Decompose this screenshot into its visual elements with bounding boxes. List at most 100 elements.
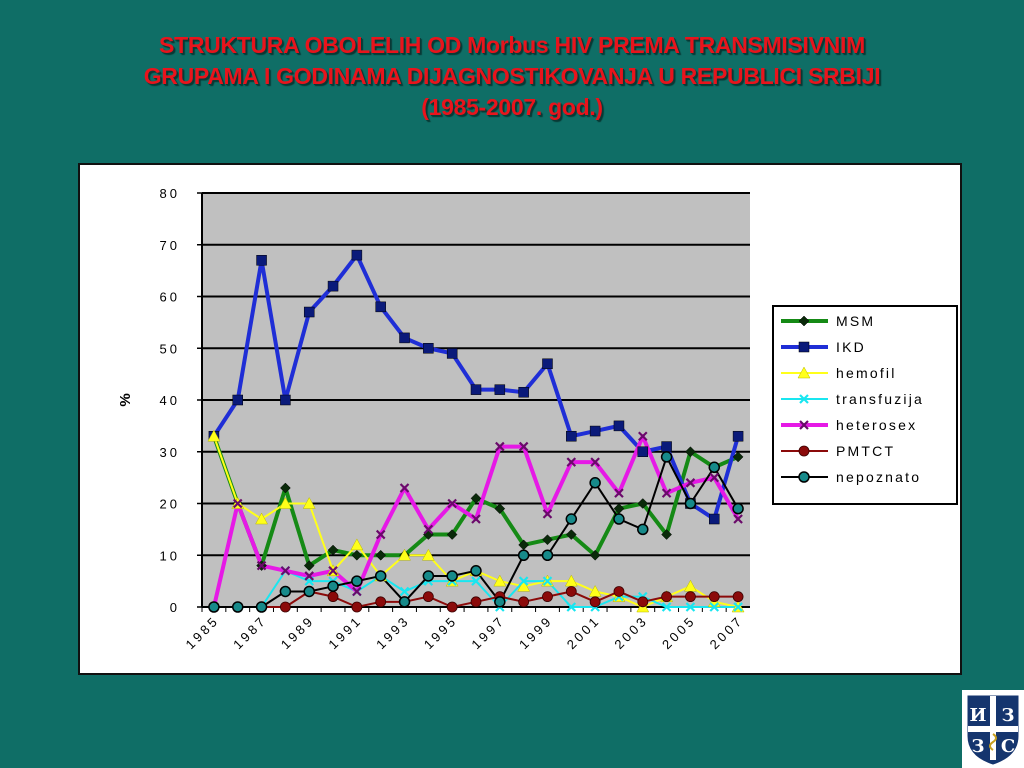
x-tick-label-1999: 1999: [516, 613, 556, 653]
y-tick-label-10: 10: [160, 548, 180, 563]
point-heterosex-1994: [423, 524, 434, 535]
point-ikd-1991: [351, 249, 363, 261]
point-pmtct-2000: [565, 586, 577, 597]
point-msm-1989: [303, 560, 315, 571]
point-hemofil-1998: [517, 579, 531, 592]
point-pmtct-2004: [661, 591, 673, 603]
point-pmtct-2003: [637, 596, 649, 608]
point-nepoznato-1996: [470, 565, 482, 577]
point-nepoznato-1999: [541, 549, 554, 561]
y-tick-label-20: 20: [160, 497, 180, 512]
legend-label-ikd: IKD: [836, 339, 866, 355]
point-ikd-2004: [661, 441, 672, 452]
point-nepoznato-1990: [327, 580, 339, 593]
point-heterosex-1988: [280, 565, 291, 576]
point-heterosex-2002: [614, 488, 624, 498]
legend-marker-transfuzija: [799, 394, 809, 404]
point-msm-1988: [280, 482, 291, 494]
y-tick-label-0: 0: [170, 600, 180, 615]
point-heterosex-2000: [566, 457, 577, 467]
point-nepoznato-2001: [589, 477, 601, 489]
y-tick-label-30: 30: [160, 445, 180, 460]
point-pmtct-1995: [446, 601, 458, 613]
x-tick-label-2007: 2007: [707, 613, 747, 653]
logo-letter-4: С: [1001, 736, 1015, 757]
point-ikd-1999: [542, 358, 553, 370]
y-tick-label-60: 60: [160, 290, 180, 305]
point-nepoznato-1988: [279, 585, 292, 598]
point-ikd-2003: [637, 446, 649, 457]
logo-letter-3: З: [972, 736, 985, 757]
point-heterosex-1986: [232, 498, 243, 509]
point-msm-1996: [470, 492, 482, 504]
y-tick-label-70: 70: [160, 238, 180, 253]
point-nepoznato-1993: [398, 596, 411, 608]
point-heterosex-2001: [590, 457, 600, 467]
point-msm-1990: [327, 544, 339, 556]
institute-logo: И З З С: [962, 690, 1024, 768]
point-pmtct-1999: [542, 591, 553, 603]
point-heterosex-2004: [661, 488, 672, 498]
point-pmtct-2007: [732, 591, 744, 603]
point-heterosex-1989: [304, 571, 314, 581]
point-transfuzija-2007: [733, 602, 743, 612]
chart-panel: 0 10 20 30 40 50 60 70 80 1985 1987 1989 1991 1993 199…: [78, 163, 962, 675]
y-tick-label-80: 80: [160, 186, 180, 201]
legend-box: [772, 305, 958, 505]
point-transfuzija-2004: [661, 602, 672, 612]
legend-marker-pmtct: [798, 445, 810, 457]
point-transfuzija-1993: [399, 586, 410, 597]
point-pmtct-2006: [708, 591, 720, 603]
point-hemofil-1994: [421, 548, 435, 561]
point-pmtct-1988: [279, 601, 291, 613]
point-nepoznato-1997: [494, 596, 506, 608]
point-nepoznato-1986: [231, 601, 244, 613]
point-ikd-1995: [446, 348, 458, 359]
point-nepoznato-2004: [660, 451, 673, 463]
legend-marker-ikd: [798, 341, 810, 353]
logo-letter-1: И: [969, 705, 986, 726]
point-transfuzija-1999: [542, 576, 553, 586]
legend-label-hemofil: hemofil: [836, 365, 897, 381]
point-heterosex-1999: [542, 509, 553, 519]
point-ikd-1998: [518, 386, 529, 398]
point-transfuzija-1996: [471, 576, 481, 586]
point-nepoznato-2006: [708, 461, 721, 474]
point-hemofil-1993: [398, 548, 411, 561]
point-ikd-1994: [423, 343, 434, 354]
point-ikd-2001: [589, 425, 601, 437]
chart-title: STRUKTURA OBOLELIH OD Morbus HIV PREMA T…: [30, 30, 994, 123]
point-heterosex-1987: [256, 560, 267, 571]
point-msm-1991: [351, 549, 363, 561]
point-pmtct-2005: [685, 591, 696, 603]
legend-label-msm: MSM: [836, 313, 875, 329]
legend-marker-msm: [798, 315, 810, 327]
title-line-1: STRUKTURA OBOLELIH OD Morbus HIV PREMA T…: [159, 32, 865, 58]
point-ikd-1987: [256, 255, 267, 266]
x-tick-label-2003: 2003: [611, 613, 651, 653]
point-ikd-2002: [613, 420, 625, 432]
y-tick-label-40: 40: [160, 393, 180, 408]
point-msm-2001: [589, 549, 601, 561]
legend-marker-nepoznato: [798, 471, 810, 483]
point-transfuzija-2006: [709, 602, 720, 612]
x-tick-label-1985: 1985: [182, 613, 222, 653]
point-ikd-1997: [494, 384, 506, 395]
x-tick-label-1991: 1991: [325, 613, 365, 653]
point-ikd-2007: [732, 430, 744, 442]
x-tick-label-2005: 2005: [659, 613, 699, 653]
point-nepoznato-2005: [684, 497, 697, 510]
point-heterosex-1993: [399, 483, 410, 493]
point-nepoznato-1992: [374, 570, 387, 582]
point-msm-1995: [446, 529, 458, 540]
point-hemofil-1989: [302, 496, 316, 509]
point-hemofil-1997: [493, 574, 507, 587]
point-msm-2004: [661, 529, 672, 540]
point-pmtct-1992: [375, 596, 387, 608]
point-heterosex-2006: [709, 472, 720, 483]
point-hemofil-1985: [207, 429, 221, 442]
point-ikd-2000: [566, 430, 577, 442]
legend-label-heterosex: heterosex: [836, 417, 917, 433]
x-tick-label-2001: 2001: [564, 613, 604, 653]
